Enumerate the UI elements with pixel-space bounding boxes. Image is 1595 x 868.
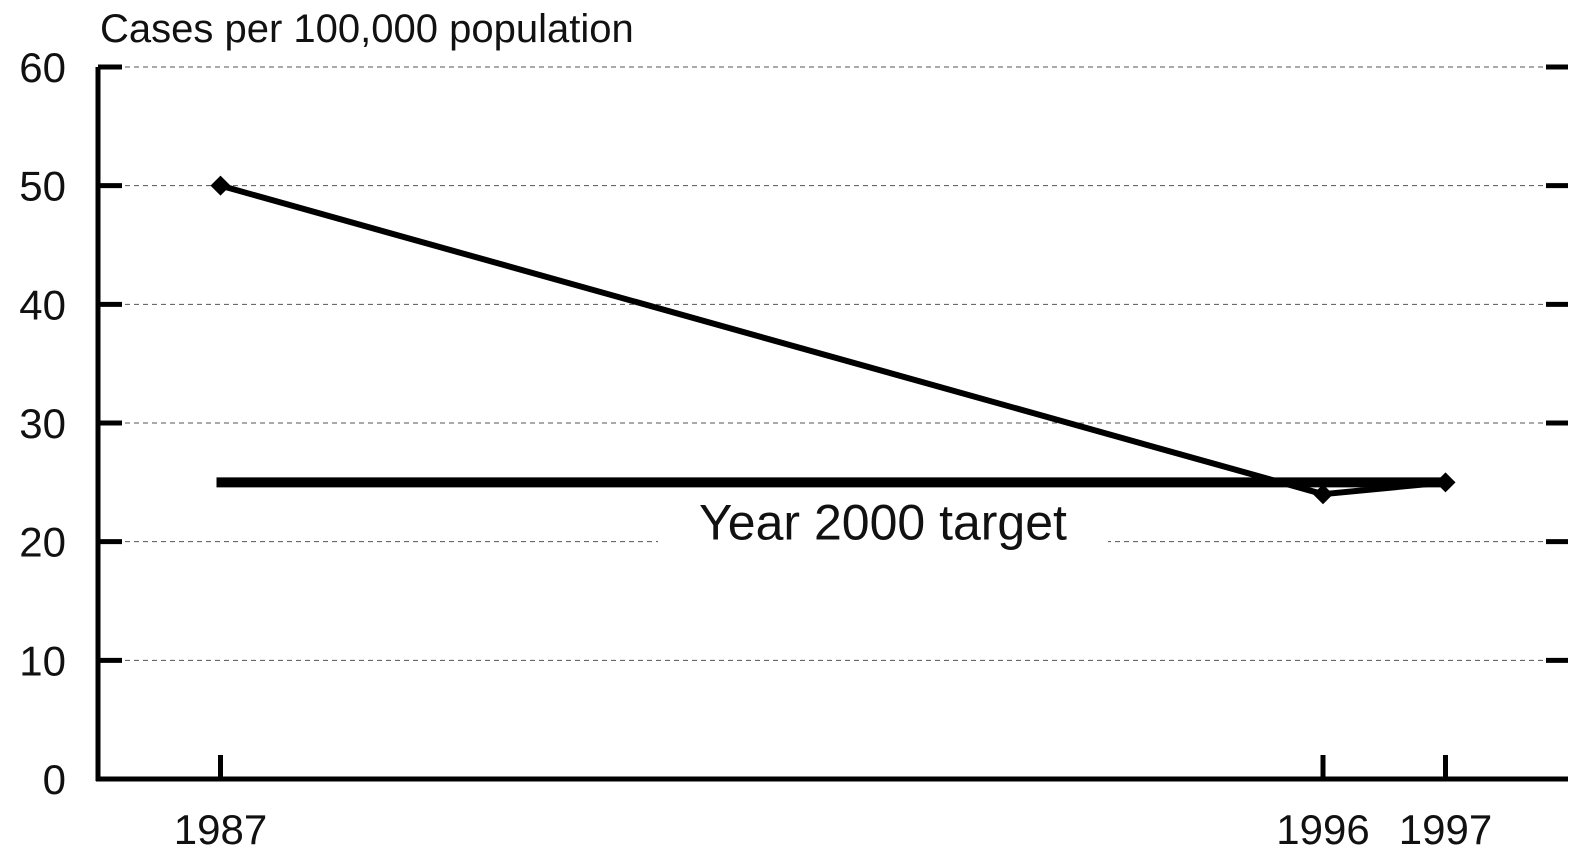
- target-line-group: Year 2000 target: [216, 477, 1446, 556]
- axes: [95, 67, 1568, 782]
- y-tick-label-50: 50: [19, 163, 66, 210]
- y-tick-label-40: 40: [19, 281, 66, 328]
- x-tick-label-1987: 1987: [174, 806, 267, 853]
- y-axis-ticks: 0 10 20 30 40 50 60: [19, 44, 122, 803]
- target-label: Year 2000 target: [699, 494, 1067, 550]
- y-tick-label-60: 60: [19, 44, 66, 91]
- y-tick-label-20: 20: [19, 519, 66, 566]
- y-tick-label-10: 10: [19, 637, 66, 684]
- data-point-1987: [210, 175, 231, 196]
- x-axis-ticks: 1987 1996 1997: [174, 755, 1492, 853]
- series-line-0: [219, 182, 1446, 498]
- x-tick-label-1996: 1996: [1276, 806, 1369, 853]
- y-tick-label-30: 30: [19, 400, 66, 447]
- gridlines: [98, 64, 1568, 663]
- data-point-1997: [1435, 472, 1456, 493]
- y-tick-label-0: 0: [43, 756, 66, 803]
- x-tick-label-1997: 1997: [1399, 806, 1492, 853]
- target-label-background: [658, 491, 1108, 556]
- data-point-1996: [1313, 484, 1333, 505]
- y-axis-label: Cases per 100,000 population: [100, 7, 634, 51]
- series-group: [210, 175, 1456, 505]
